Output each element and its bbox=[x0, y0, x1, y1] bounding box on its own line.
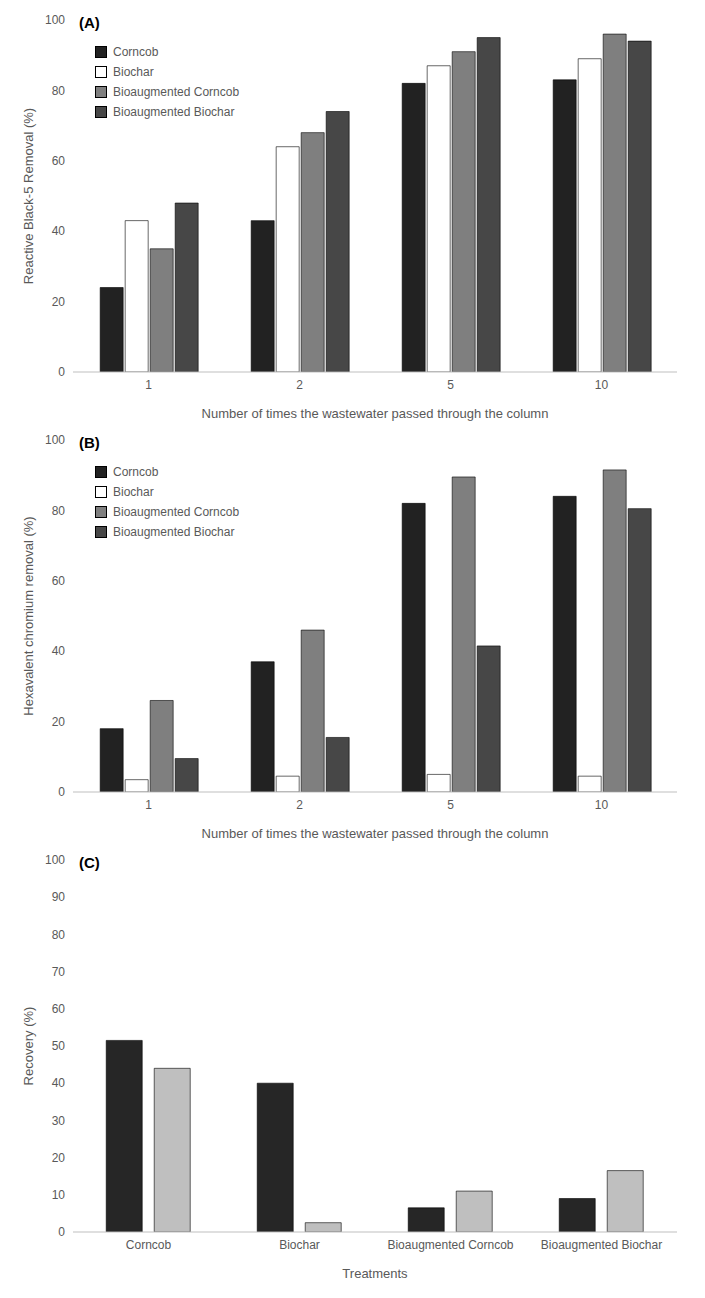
svg-text:Treatments: Treatments bbox=[342, 1266, 408, 1281]
svg-text:Number of times the wastewater: Number of times the wastewater passed th… bbox=[202, 406, 549, 421]
html-text:Biochar: Biochar bbox=[113, 485, 154, 499]
svg-text:40: 40 bbox=[52, 224, 66, 238]
svg-text:60: 60 bbox=[52, 1002, 66, 1016]
html-text:(B): (B) bbox=[79, 434, 100, 451]
svg-text:100: 100 bbox=[45, 13, 65, 27]
svg-text:5: 5 bbox=[447, 378, 454, 392]
svg-text:100: 100 bbox=[45, 853, 65, 867]
svg-text:70: 70 bbox=[52, 965, 66, 979]
svg-text:10: 10 bbox=[52, 1188, 66, 1202]
svg-text:60: 60 bbox=[52, 154, 66, 168]
html-text:Biochar: Biochar bbox=[113, 65, 154, 79]
svg-text:0: 0 bbox=[58, 365, 65, 379]
svg-text:1: 1 bbox=[145, 378, 152, 392]
svg-text:1: 1 bbox=[145, 798, 152, 812]
svg-text:100: 100 bbox=[45, 433, 65, 447]
html-text:Bioaugmented Corncob: Bioaugmented Corncob bbox=[113, 505, 240, 519]
svg-text:20: 20 bbox=[52, 295, 66, 309]
svg-text:40: 40 bbox=[52, 1076, 66, 1090]
svg-text:80: 80 bbox=[52, 84, 66, 98]
html-text:Corncob: Corncob bbox=[113, 465, 159, 479]
svg-text:Hexavalent chromium removal (%: Hexavalent chromium removal (%) bbox=[21, 516, 36, 715]
svg-text:0: 0 bbox=[58, 1225, 65, 1239]
svg-text:2: 2 bbox=[296, 798, 303, 812]
svg-text:Corncob: Corncob bbox=[126, 1238, 172, 1252]
html-text:(A): (A) bbox=[79, 14, 100, 31]
svg-text:60: 60 bbox=[52, 574, 66, 588]
svg-text:10: 10 bbox=[595, 378, 609, 392]
svg-text:Reactive Black-5 Removal (%): Reactive Black-5 Removal (%) bbox=[21, 108, 36, 284]
svg-text:40: 40 bbox=[52, 644, 66, 658]
svg-text:5: 5 bbox=[447, 798, 454, 812]
svg-text:90: 90 bbox=[52, 890, 66, 904]
svg-text:Biochar: Biochar bbox=[279, 1238, 320, 1252]
svg-text:20: 20 bbox=[52, 715, 66, 729]
svg-text:20: 20 bbox=[52, 1151, 66, 1165]
svg-text:50: 50 bbox=[52, 1039, 66, 1053]
svg-text:10: 10 bbox=[595, 798, 609, 812]
html-text:Bioaugmented Biochar: Bioaugmented Biochar bbox=[113, 525, 235, 539]
svg-text:Number of times the wastewater: Number of times the wastewater passed th… bbox=[202, 826, 549, 841]
svg-text:30: 30 bbox=[52, 1114, 66, 1128]
html-text:Bioaugmented Corncob: Bioaugmented Corncob bbox=[113, 85, 240, 99]
svg-text:0: 0 bbox=[58, 785, 65, 799]
html-text:(C): (C) bbox=[79, 854, 100, 871]
svg-text:Recovery (%): Recovery (%) bbox=[21, 1007, 36, 1086]
html-text:Bioaugmented Biochar: Bioaugmented Biochar bbox=[113, 105, 235, 119]
svg-text:Bioaugmented Biochar: Bioaugmented Biochar bbox=[541, 1238, 662, 1252]
svg-text:Bioaugmented Corncob: Bioaugmented Corncob bbox=[387, 1238, 513, 1252]
html-text:Corncob: Corncob bbox=[113, 45, 159, 59]
svg-text:80: 80 bbox=[52, 504, 66, 518]
svg-text:80: 80 bbox=[52, 928, 66, 942]
svg-text:2: 2 bbox=[296, 378, 303, 392]
